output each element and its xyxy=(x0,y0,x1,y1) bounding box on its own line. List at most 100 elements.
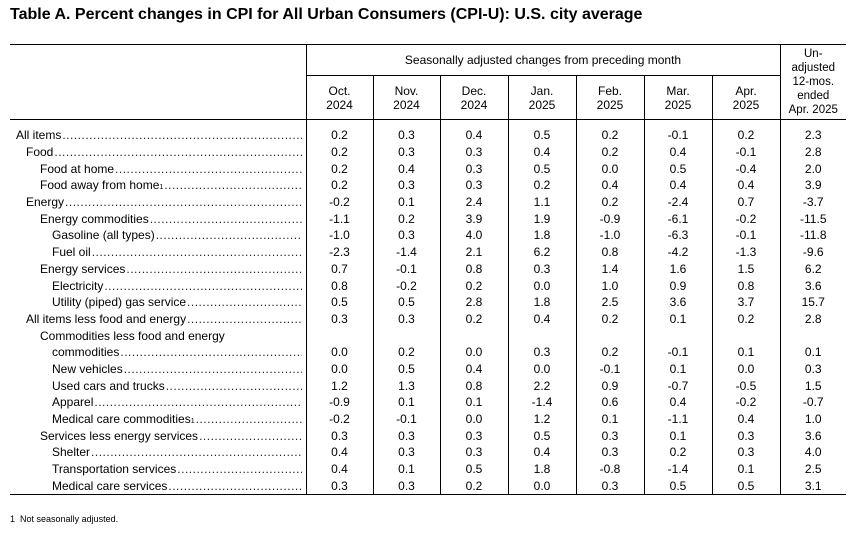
monthly-change-cell: -0.1 xyxy=(643,343,712,361)
spacer-cell xyxy=(439,119,508,127)
monthly-change-cell: 0.2 xyxy=(575,343,644,361)
month-header-line: 2024 xyxy=(460,97,488,112)
month-header-line: Mar. xyxy=(666,83,690,98)
month-header-line: 2025 xyxy=(596,97,624,112)
monthly-change-cell: 0.2 xyxy=(305,160,373,178)
month-header-line: Oct. xyxy=(328,83,351,98)
leader-dots: ........................................… xyxy=(94,395,302,410)
row-label: Medical care services...................… xyxy=(10,477,306,496)
monthly-change-cell: 0.4 xyxy=(507,310,576,328)
monthly-change-cell: 0.1 xyxy=(372,394,440,411)
row-label-text: Electricity xyxy=(52,278,104,293)
row-label-text: Fuel oil xyxy=(52,245,91,260)
monthly-change-cell: 0.3 xyxy=(305,427,373,445)
annual-change-cell: 3.6 xyxy=(779,277,847,294)
monthly-change-cell xyxy=(507,327,576,344)
leader-dots: ........................................… xyxy=(126,261,301,276)
leader-dots: ........................................… xyxy=(187,311,302,326)
row-label: All items...............................… xyxy=(10,127,306,144)
monthly-change-cell: 0.3 xyxy=(575,427,644,445)
monthly-change-cell: 0.0 xyxy=(507,277,576,294)
annual-change-cell: 2.3 xyxy=(779,127,847,144)
monthly-change-cell: -0.2 xyxy=(305,193,373,211)
monthly-change-cell: 0.3 xyxy=(372,227,440,244)
unadjusted-header: Un- adjusted 12-mos. ended Apr. 2025 xyxy=(779,44,847,120)
monthly-change-cell: 0.4 xyxy=(372,160,440,178)
monthly-change-cell: 0.3 xyxy=(305,310,373,328)
table-row: Utility (piped) gas service.............… xyxy=(10,293,847,311)
monthly-change-cell xyxy=(439,327,508,344)
annual-change-cell xyxy=(779,327,847,344)
monthly-change-cell: 0.8 xyxy=(305,277,373,294)
monthly-change-cell: 0.6 xyxy=(575,394,644,411)
monthly-change-cell: 0.3 xyxy=(372,177,440,194)
row-label: Fuel oil................................… xyxy=(10,244,306,261)
row-label: Shelter.................................… xyxy=(10,444,306,461)
monthly-change-cell: -1.4 xyxy=(507,394,576,411)
monthly-change-cell: 0.8 xyxy=(711,277,781,294)
monthly-change-cell: -1.1 xyxy=(305,210,373,228)
month-header: Nov. 2024 xyxy=(372,75,440,120)
monthly-change-cell: 0.3 xyxy=(711,444,781,461)
row-label-text: commodities xyxy=(52,345,120,360)
monthly-change-cell: -6.1 xyxy=(643,210,712,228)
monthly-change-cell: 0.3 xyxy=(439,143,508,161)
monthly-change-cell: 0.1 xyxy=(711,460,781,478)
row-label-text: All items less food and energy xyxy=(26,311,187,326)
monthly-change-cell: 0.5 xyxy=(507,160,576,178)
monthly-change-cell: 0.3 xyxy=(711,427,781,445)
monthly-change-cell: 1.2 xyxy=(305,377,373,394)
monthly-change-cell: -1.4 xyxy=(372,243,440,261)
row-label: All items less food and energy..........… xyxy=(10,311,306,328)
month-header-line: 2024 xyxy=(326,97,353,112)
table-row: Food away from home 1....................… xyxy=(10,177,847,194)
table-row: Energy..................................… xyxy=(10,193,847,211)
table-row: Energy commodities......................… xyxy=(10,210,847,228)
annual-change-cell: 3.1 xyxy=(779,477,847,496)
monthly-change-cell: 0.3 xyxy=(372,127,440,144)
monthly-change-cell: 0.3 xyxy=(439,427,508,445)
row-label-text: Utility (piped) gas service xyxy=(52,295,187,310)
row-label-text: Commodities less food and energy xyxy=(40,328,225,343)
monthly-change-cell xyxy=(711,327,781,344)
leader-dots: ........................................… xyxy=(195,412,302,427)
monthly-change-cell: 0.1 xyxy=(643,427,712,445)
monthly-change-cell: -0.2 xyxy=(372,277,440,294)
table-row: Fuel oil................................… xyxy=(10,243,847,261)
header-corner xyxy=(10,44,306,120)
row-label: Energy services.........................… xyxy=(10,261,306,278)
month-header: Oct. 2024 xyxy=(305,75,373,120)
month-header-line: Jan. xyxy=(530,83,554,98)
monthly-change-cell: 1.5 xyxy=(711,260,781,278)
page-title: Table A. Percent changes in CPI for All … xyxy=(10,6,643,23)
monthly-change-cell: 0.4 xyxy=(507,444,576,461)
monthly-change-cell: 0.3 xyxy=(439,177,508,194)
monthly-change-cell: 0.3 xyxy=(507,343,576,361)
monthly-change-cell: 1.1 xyxy=(507,193,576,211)
month-header: Mar. 2025 xyxy=(643,75,712,120)
leader-dots: ........................................… xyxy=(115,161,301,176)
spacer-cell xyxy=(372,119,440,127)
unadjusted-header-line: 12-mos. xyxy=(792,76,835,88)
monthly-change-cell: -0.8 xyxy=(575,460,644,478)
spacer-cell xyxy=(779,119,847,127)
monthly-change-cell: 0.5 xyxy=(305,293,373,311)
leader-dots: ........................................… xyxy=(177,462,301,477)
month-header-line: Feb. xyxy=(597,83,622,98)
leader-dots: ........................................… xyxy=(65,195,301,210)
monthly-change-cell: 0.3 xyxy=(372,143,440,161)
monthly-change-cell: -0.1 xyxy=(711,143,781,161)
row-label-text: Energy xyxy=(26,195,65,210)
leader-dots: ........................................… xyxy=(168,478,301,493)
monthly-change-cell: -0.1 xyxy=(372,260,440,278)
leader-dots: ........................................… xyxy=(123,361,302,376)
monthly-change-cell: 0.4 xyxy=(643,177,712,194)
monthly-change-cell: -0.1 xyxy=(711,227,781,244)
monthly-change-cell: 1.6 xyxy=(643,260,712,278)
monthly-change-cell: 0.4 xyxy=(439,127,508,144)
row-label: Food....................................… xyxy=(10,144,306,161)
annual-change-cell: 2.8 xyxy=(779,143,847,161)
row-label: Gasoline (all types)....................… xyxy=(10,227,306,244)
table-row: Apparel.................................… xyxy=(10,394,847,411)
monthly-change-cell: 1.3 xyxy=(372,377,440,394)
